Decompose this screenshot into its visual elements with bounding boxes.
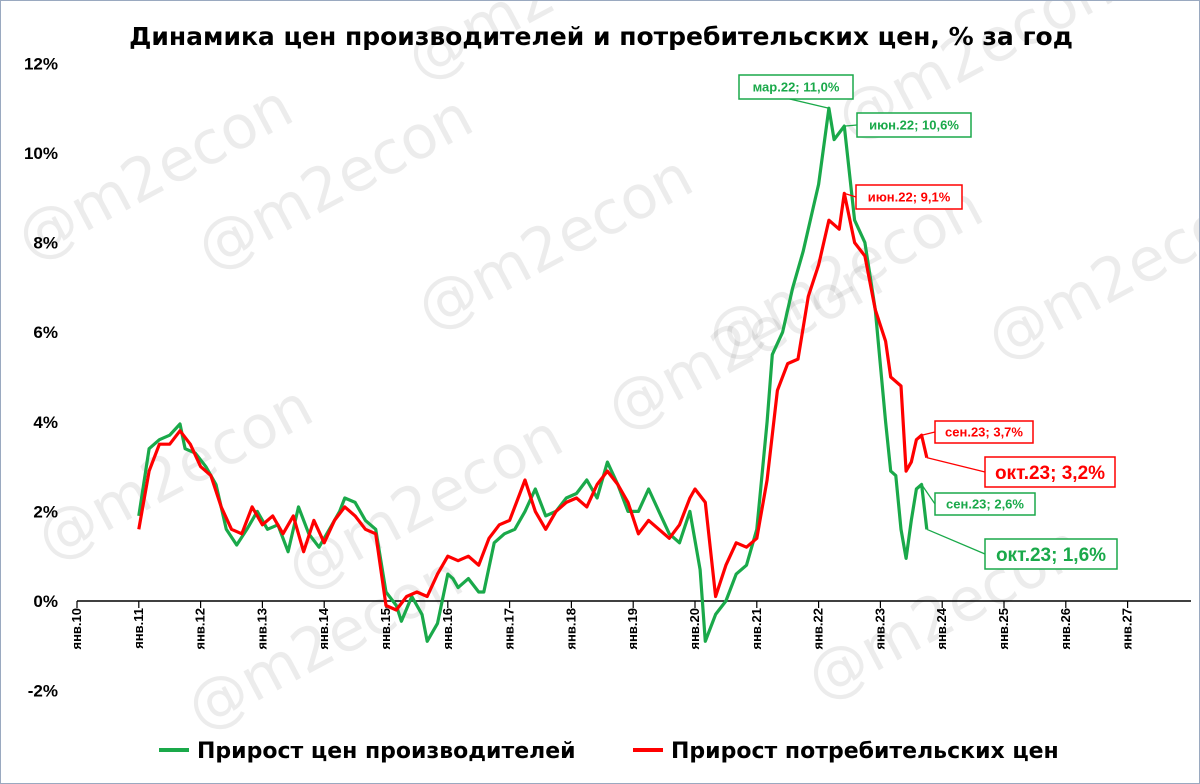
annotation-leader	[926, 457, 986, 473]
y-tick-label: 10%	[24, 144, 58, 163]
annotation-text: июн.22; 9,1%	[868, 190, 951, 205]
annotation-box	[934, 420, 1034, 444]
annotation-text: сен.23; 2,6%	[946, 497, 1024, 512]
x-tick-label: янв.16	[440, 608, 455, 650]
watermark-text: @m2econ	[975, 171, 1199, 374]
chart-title: Динамика цен производителей и потребител…	[129, 22, 1073, 51]
x-tick-label: янв.24	[934, 607, 949, 649]
y-tick-label: 4%	[33, 413, 58, 432]
annotation-label: июн.22; 9,1%	[844, 184, 963, 210]
x-tick-label: янв.22	[811, 608, 826, 650]
annotation-box	[984, 456, 1116, 488]
watermark-layer: @m2econ@m2econ@m2econ@m2econ@m2econ@m2ec…	[5, 1, 1199, 744]
x-tick-label: янв.11	[131, 608, 146, 649]
x-tick-label: янв.21	[749, 608, 764, 650]
x-tick-label: янв.10	[69, 608, 84, 650]
legend-label-consumer: Прирост потребительских цен	[671, 739, 1059, 764]
x-tick-label: янв.23	[872, 608, 887, 650]
y-tick-label: 6%	[33, 323, 58, 342]
y-tick-label: -2%	[28, 682, 58, 701]
annotation-leader	[844, 192, 857, 198]
x-tick-label: янв.14	[316, 607, 331, 649]
watermark-text: @m2econ	[405, 141, 704, 344]
annotation-leader	[921, 484, 936, 505]
annotation-label: окт.23; 3,2%	[926, 456, 1116, 488]
y-tick-label: 0%	[33, 592, 58, 611]
y-tick-label: 2%	[33, 502, 58, 521]
y-tick-label: 12%	[24, 54, 58, 73]
annotation-box	[856, 112, 972, 138]
annotation-label: июн.22; 10,6%	[844, 112, 972, 138]
annotation-label: сен.23; 2,6%	[921, 484, 1036, 516]
watermark-text: @m2econ	[595, 241, 894, 444]
legend-label-producer: Прирост цен производителей	[197, 739, 576, 764]
y-axis: -2% 0% 2% 4% 6% 8% 10% 12%	[24, 54, 58, 700]
x-tick-label: янв.20	[687, 608, 702, 650]
x-tick-label: янв.19	[625, 608, 640, 650]
annotation-leader	[926, 528, 986, 555]
x-tick-label: янв.13	[254, 608, 269, 650]
x-tick-label: янв.27	[1120, 608, 1135, 650]
annotation-text: июн.22; 10,6%	[869, 118, 959, 133]
x-tick-label: янв.26	[1058, 608, 1073, 650]
series-lines	[137, 106, 929, 643]
annotation-text: окт.23; 1,6%	[996, 545, 1106, 566]
x-tick-label: янв.17	[502, 608, 517, 650]
annotation-text: окт.23; 3,2%	[995, 463, 1105, 484]
annotation-label: окт.23; 1,6%	[926, 528, 1118, 570]
annotation-box	[738, 74, 854, 100]
annotation-leader	[844, 124, 858, 127]
annotation-leader	[921, 431, 936, 436]
annotation-box	[984, 538, 1118, 570]
annotation-label: мар.22; 11,0%	[738, 74, 854, 109]
legend: Прирост цен производителей Прирост потре…	[159, 739, 1059, 764]
y-tick-label: 8%	[33, 234, 58, 253]
x-tick-label: янв.18	[563, 608, 578, 650]
annotation-text: мар.22; 11,0%	[753, 80, 840, 95]
x-tick-label: янв.15	[378, 608, 393, 650]
annotation-box	[934, 492, 1036, 516]
x-axis: янв.10 янв.11 янв.12 янв.13 янв.14 янв.15 янв.…	[69, 600, 1191, 650]
annotation-label: сен.23; 3,7%	[921, 420, 1034, 444]
series-line-consumer	[137, 191, 929, 612]
annotations: мар.22; 11,0% июн.22; 10,6% июн.22; 9,1% се…	[738, 74, 1118, 570]
x-tick-label: янв.25	[996, 608, 1011, 650]
annotation-box	[855, 184, 963, 210]
x-tick-label: янв.12	[193, 608, 208, 650]
annotation-text: сен.23; 3,7%	[945, 425, 1023, 440]
